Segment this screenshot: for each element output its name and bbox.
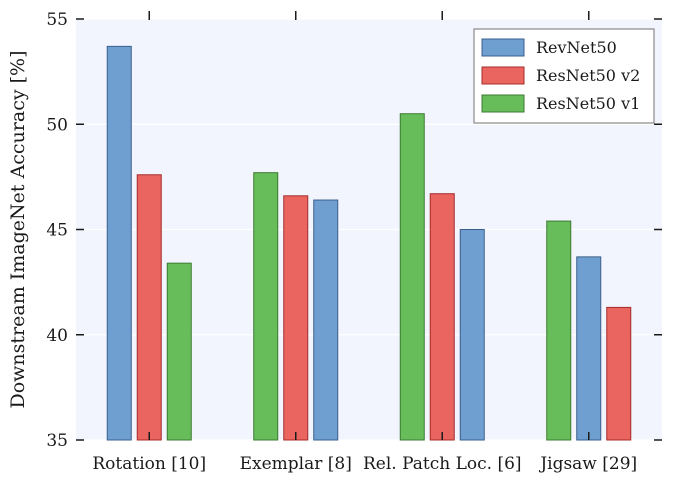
bar-rel-patch-loc-6-revnet50 xyxy=(459,229,485,441)
bar-rotation-10-resnet50-v2 xyxy=(136,174,162,441)
bar-jigsaw-29-resnet50-v2 xyxy=(606,306,632,441)
y-tick-label: 45 xyxy=(46,221,68,241)
bar-jigsaw-29-resnet50-v1 xyxy=(546,220,572,441)
y-tick-label: 40 xyxy=(46,326,68,346)
legend-label: RevNet50 xyxy=(536,38,617,57)
bar-rel-patch-loc-6-resnet50-v2 xyxy=(429,193,455,441)
bar-rel-patch-loc-6-resnet50-v1 xyxy=(399,113,425,441)
axes-group: 35 40 45 50 55 Rotation [10] Exemplar [8] Rel. … xyxy=(46,10,662,474)
y-tick-label: 55 xyxy=(46,10,68,30)
bar-rotation-10-revnet50 xyxy=(106,45,132,441)
legend-swatch xyxy=(481,94,525,113)
y-axis-label: Downstream ImageNet Accuracy [%] xyxy=(7,50,29,408)
bar-rotation-10-resnet50-v1 xyxy=(166,262,192,441)
x-tick-label: Exemplar [8] xyxy=(240,454,352,474)
bars-group xyxy=(106,45,632,441)
legend-label: ResNet50 v1 xyxy=(536,94,640,113)
y-tick-label: 50 xyxy=(46,115,68,135)
x-tick-label: Jigsaw [29] xyxy=(538,454,637,474)
legend-swatch xyxy=(481,38,525,57)
bar-exemplar-8-revnet50 xyxy=(313,199,339,441)
bar-exemplar-8-resnet50-v1 xyxy=(253,172,279,441)
y-tick-label: 35 xyxy=(46,431,68,451)
legend-swatch xyxy=(481,66,525,85)
bar-exemplar-8-resnet50-v2 xyxy=(283,195,309,441)
legend: RevNet50 ResNet50 v2 ResNet50 v1 xyxy=(473,28,655,124)
bar-jigsaw-29-revnet50 xyxy=(576,256,602,441)
x-tick-label: Rotation [10] xyxy=(92,454,206,474)
x-tick-label: Rel. Patch Loc. [6] xyxy=(363,454,522,474)
legend-label: ResNet50 v2 xyxy=(536,66,640,85)
